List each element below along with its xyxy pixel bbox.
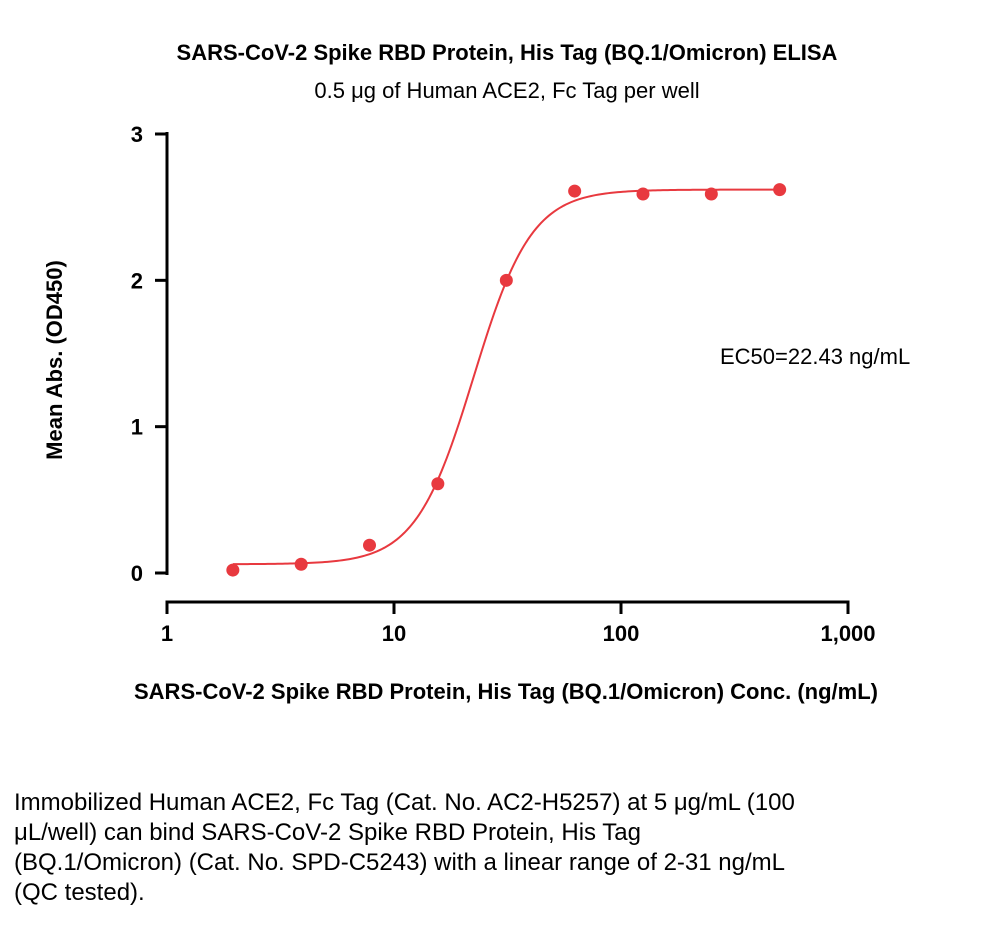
data-points-layer bbox=[226, 183, 787, 577]
fit-curve-layer bbox=[232, 188, 780, 566]
y-tick-label: 2 bbox=[131, 268, 143, 293]
elisa-chart: SARS-CoV-2 Spike RBD Protein, His Tag (B… bbox=[42, 40, 910, 704]
chart-subtitle: 0.5 μg of Human ACE2, Fc Tag per well bbox=[314, 78, 699, 103]
y-axis-label: Mean Abs. (OD450) bbox=[42, 260, 67, 460]
chart-title: SARS-CoV-2 Spike RBD Protein, His Tag (B… bbox=[177, 40, 838, 65]
data-point bbox=[704, 187, 718, 201]
axes: 0 1 2 3 1 10 100 1,000 bbox=[131, 122, 876, 646]
x-tick-label: 1,000 bbox=[820, 621, 875, 646]
fit-curve bbox=[232, 188, 780, 566]
x-axis-label: SARS-CoV-2 Spike RBD Protein, His Tag (B… bbox=[134, 679, 878, 704]
y-tick-label: 1 bbox=[131, 415, 143, 440]
x-tick-label: 1 bbox=[161, 621, 173, 646]
data-point bbox=[294, 557, 308, 571]
data-point bbox=[499, 273, 513, 287]
data-point bbox=[568, 184, 582, 198]
data-point bbox=[363, 538, 377, 552]
y-tick-label: 0 bbox=[131, 561, 143, 586]
x-tick-label: 100 bbox=[603, 621, 640, 646]
data-point bbox=[636, 187, 650, 201]
ec50-annotation: EC50=22.43 ng/mL bbox=[720, 344, 910, 369]
data-point bbox=[431, 477, 445, 491]
figure-caption: Immobilized Human ACE2, Fc Tag (Cat. No.… bbox=[14, 789, 795, 906]
y-tick-label: 3 bbox=[131, 122, 143, 147]
x-tick-label: 10 bbox=[382, 621, 406, 646]
data-point bbox=[773, 183, 787, 197]
data-point bbox=[226, 563, 240, 577]
